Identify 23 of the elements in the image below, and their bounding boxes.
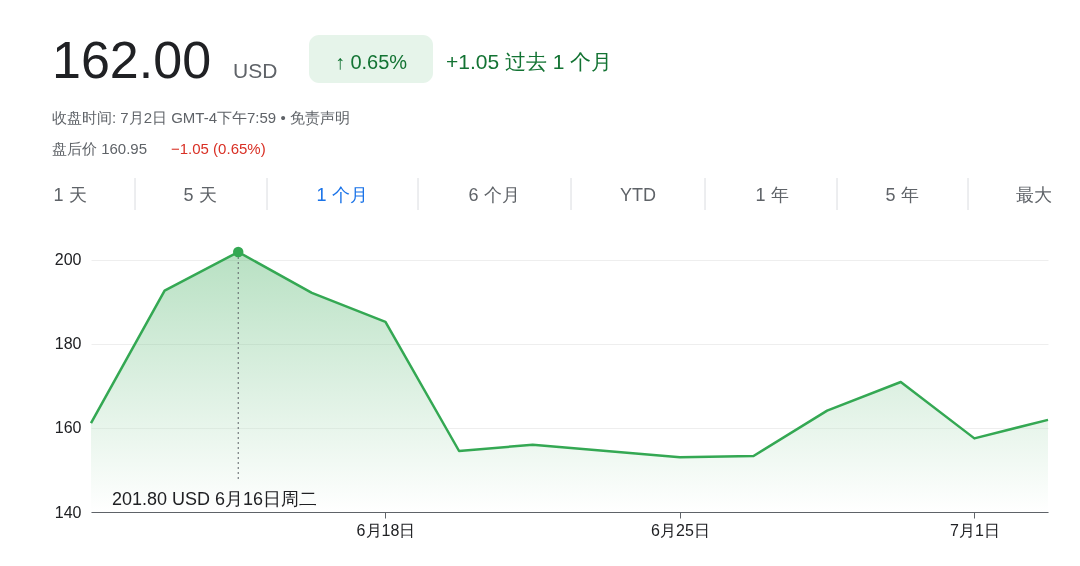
text: 1 年: [755, 185, 789, 205]
text: YTD: [620, 185, 656, 205]
text: 5 年: [885, 185, 919, 205]
text: USD: [233, 59, 278, 82]
text: 1 天: [53, 185, 87, 205]
text: −1.05 (0.65%): [171, 140, 266, 157]
text: ↑ 0.65%: [334, 51, 408, 73]
y-tick-label: 140: [54, 503, 82, 521]
annotation: 201.80 USD 6月16日周二: [112, 489, 318, 509]
x-tick-label: 7月1日: [949, 521, 1000, 539]
text: 6 个月: [468, 185, 520, 205]
y-tick-label: 160: [54, 419, 82, 437]
text: 1 个月: [316, 185, 368, 205]
text: 5 天: [183, 185, 217, 205]
text: 收盘时间: 7月2日 GMT-4下午7:59 • 免责声明: [52, 109, 350, 126]
text: +1.05 过去 1 个月: [446, 50, 613, 73]
text: 162.00: [52, 31, 212, 89]
text: 盘后价 160.95: [52, 140, 148, 157]
y-tick-label: 180: [54, 335, 82, 353]
x-tick-label: 6月18日: [356, 521, 416, 539]
y-tick-label: 200: [54, 251, 82, 269]
text: 最大: [1016, 185, 1052, 205]
x-tick-label: 6月25日: [651, 521, 710, 539]
